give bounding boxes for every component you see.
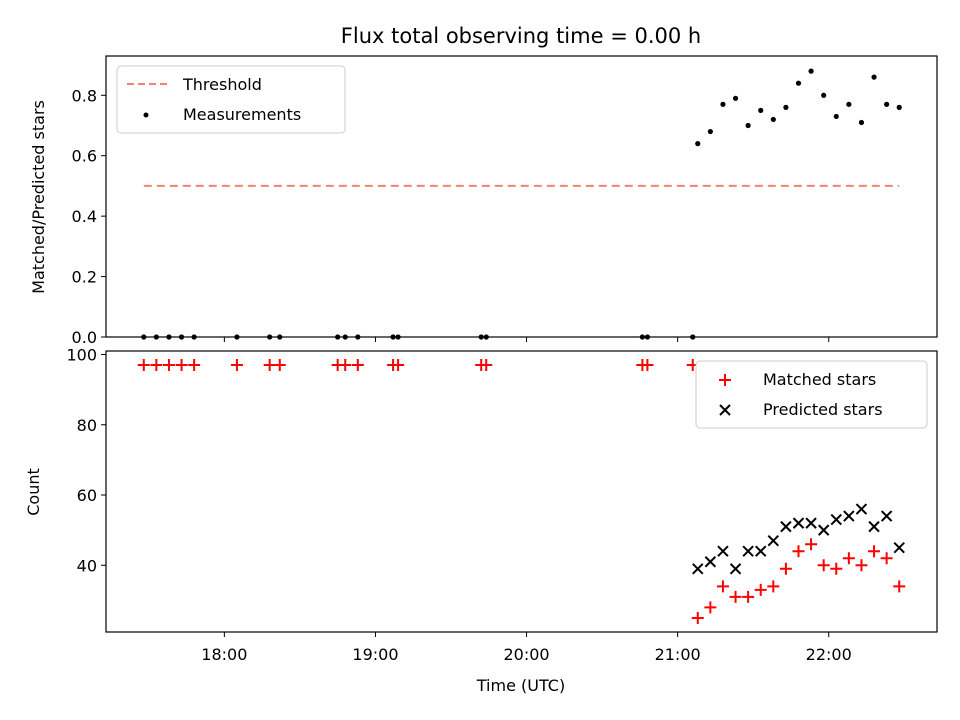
predicted-star-point bbox=[717, 545, 729, 557]
measurement-point bbox=[846, 101, 852, 107]
matched-star-point bbox=[868, 545, 881, 558]
measurement-point bbox=[833, 113, 839, 120]
matched-star-point bbox=[767, 580, 780, 593]
measurement-point bbox=[707, 128, 713, 135]
xtick-label: 22:00 bbox=[806, 645, 852, 664]
matched-star-point bbox=[480, 359, 493, 372]
measurement-point bbox=[720, 101, 726, 107]
legend-matched-label: Matched stars bbox=[763, 370, 876, 389]
matched-star-point bbox=[339, 359, 352, 372]
measurement-point bbox=[821, 92, 827, 98]
measurement-point bbox=[770, 116, 776, 123]
top-ytick-label: 0.2 bbox=[72, 268, 97, 287]
matched-star-point bbox=[855, 559, 868, 572]
x-axis-label: Time (UTC) bbox=[476, 676, 565, 695]
top-ytick-label: 0.8 bbox=[72, 86, 97, 105]
predicted-star-point bbox=[843, 510, 855, 522]
measurement-point bbox=[783, 104, 789, 110]
predicted-star-point bbox=[755, 545, 767, 557]
matched-star-point bbox=[830, 562, 843, 575]
matched-star-point bbox=[779, 562, 792, 575]
legend-measurements-label: Measurements bbox=[183, 105, 301, 124]
predicted-star-point bbox=[855, 503, 868, 515]
top-ytick-label: 0.0 bbox=[72, 328, 97, 347]
measurement-point bbox=[808, 68, 814, 74]
predicted-star-point bbox=[830, 513, 842, 526]
matched-star-point bbox=[175, 359, 188, 372]
xtick-label: 21:00 bbox=[655, 645, 701, 664]
matched-star-point bbox=[754, 583, 767, 596]
chart-title: Flux total observing time = 0.00 h bbox=[341, 24, 701, 48]
matched-star-point bbox=[792, 545, 805, 558]
matched-star-point bbox=[805, 538, 818, 551]
predicted-star-point bbox=[742, 545, 754, 557]
matched-star-point bbox=[880, 552, 893, 565]
matched-star-point bbox=[742, 590, 755, 603]
matched-star-point bbox=[188, 359, 201, 372]
matched-star-point bbox=[392, 359, 405, 372]
predicted-star-point bbox=[692, 563, 704, 575]
predicted-star-point bbox=[805, 517, 817, 529]
measurement-point bbox=[758, 107, 764, 113]
matched-star-point bbox=[162, 359, 175, 372]
matched-star-point bbox=[704, 601, 717, 614]
predicted-star-point bbox=[868, 520, 880, 533]
matched-star-point bbox=[273, 359, 286, 372]
bottom-panel: 40 60 80 100 18:00 19:00 20:00 21:00 22:00 Coun… bbox=[24, 346, 938, 695]
top-panel: 0.00.20.40.60.8 Matched/Predicted stars … bbox=[29, 55, 938, 347]
bottom-legend-box bbox=[695, 360, 928, 429]
legend-threshold-label: Threshold bbox=[182, 75, 262, 94]
xtick-label: 18:00 bbox=[201, 645, 247, 664]
top-legend: Threshold Measurements bbox=[116, 65, 346, 134]
measurement-point bbox=[884, 101, 890, 107]
legend-measurements-swatch bbox=[143, 112, 149, 118]
matched-star-point bbox=[351, 359, 364, 372]
matched-star-point bbox=[691, 611, 704, 624]
matched-star-point bbox=[641, 359, 654, 372]
measurement-point bbox=[745, 122, 751, 129]
predicted-star-point bbox=[767, 534, 780, 547]
predicted-star-point bbox=[792, 517, 805, 529]
bottom-panel-frame bbox=[105, 350, 938, 633]
xtick-label: 19:00 bbox=[352, 645, 398, 664]
legend-predicted-label: Predicted stars bbox=[763, 400, 883, 419]
predicted-star-point bbox=[729, 563, 742, 575]
top-panel-frame bbox=[105, 55, 938, 338]
matched-star-point bbox=[893, 580, 906, 593]
predicted-star-point bbox=[817, 524, 830, 536]
matched-star-point bbox=[230, 359, 243, 372]
matched-star-point bbox=[150, 359, 163, 372]
matched-star-point bbox=[716, 580, 729, 593]
xtick-label: 20:00 bbox=[503, 645, 549, 664]
measurement-point bbox=[795, 80, 802, 86]
measurement-point bbox=[732, 95, 739, 101]
bottom-ytick-label: 80 bbox=[77, 416, 97, 435]
predicted-star-point bbox=[704, 556, 717, 568]
matched-star-point bbox=[137, 359, 150, 372]
legend-predicted-swatch bbox=[719, 404, 731, 416]
top-y-axis-label: Matched/Predicted stars bbox=[29, 100, 48, 294]
matched-star-point bbox=[729, 590, 742, 603]
legend-matched-swatch bbox=[719, 374, 731, 386]
matched-star-point bbox=[817, 559, 830, 572]
measurement-point bbox=[871, 74, 877, 80]
bottom-ytick-label: 40 bbox=[77, 556, 97, 575]
measurement-point bbox=[695, 141, 701, 147]
bottom-y-axis-label: Count bbox=[24, 468, 43, 516]
measurement-point bbox=[896, 104, 902, 110]
predicted-star-point bbox=[893, 541, 905, 554]
bottom-ytick-label: 60 bbox=[77, 486, 97, 505]
top-legend-box bbox=[116, 65, 346, 134]
top-ytick-label: 0.4 bbox=[72, 207, 97, 226]
matched-star-point bbox=[263, 359, 276, 372]
bottom-legend: Matched stars Predicted stars bbox=[695, 360, 928, 429]
top-ytick-label: 0.6 bbox=[72, 147, 97, 166]
measurement-point bbox=[858, 119, 865, 126]
matched-star-point bbox=[842, 552, 855, 565]
predicted-star-point bbox=[780, 520, 792, 533]
predicted-star-point bbox=[880, 510, 893, 522]
bottom-ytick-label: 100 bbox=[66, 346, 97, 365]
